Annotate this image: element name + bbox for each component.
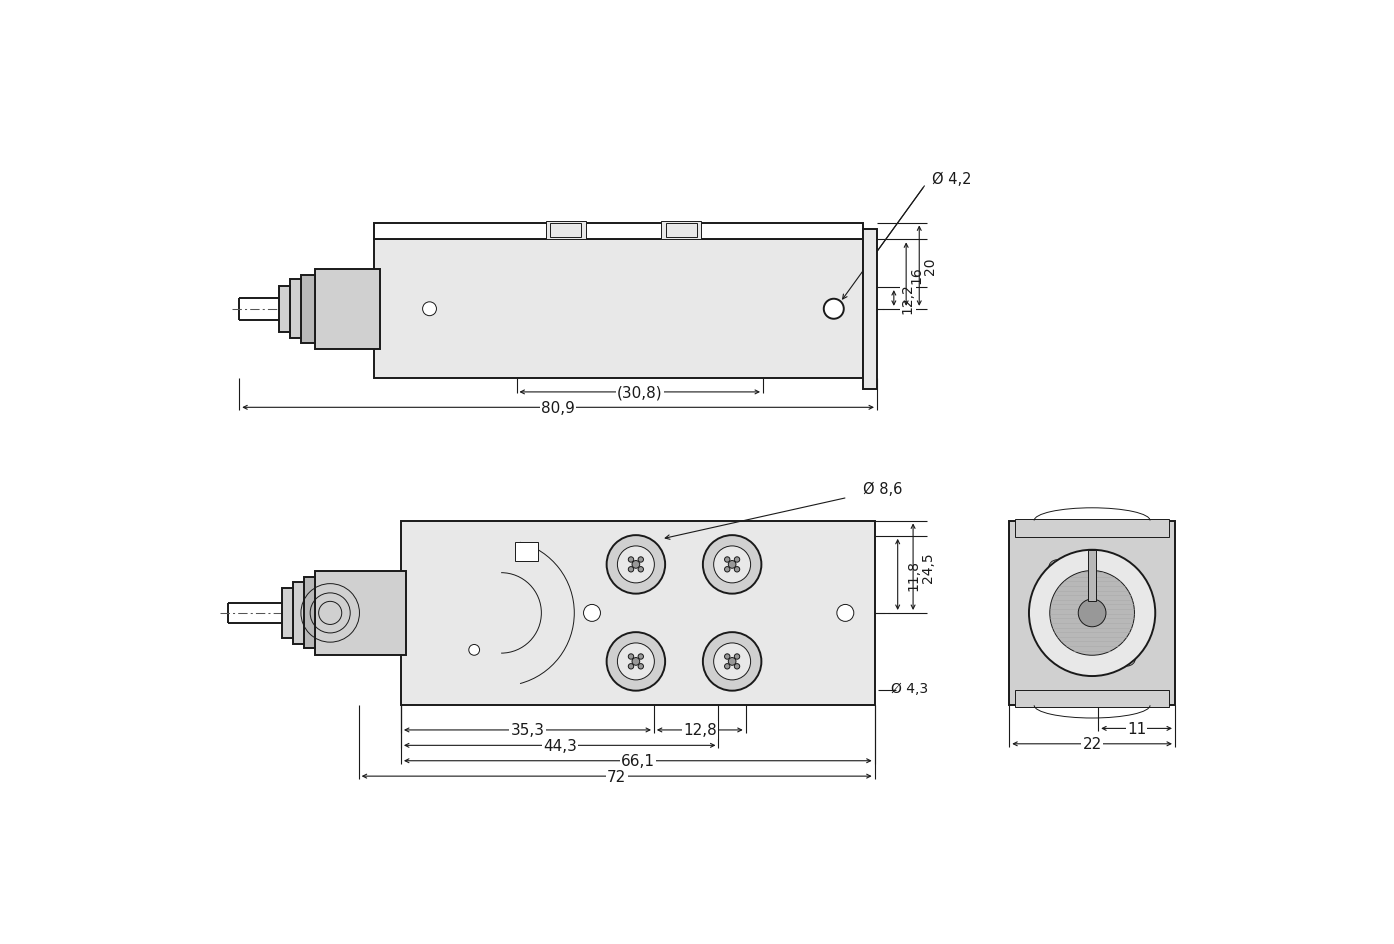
Bar — [863, 229, 877, 390]
Circle shape — [725, 557, 730, 563]
Circle shape — [629, 567, 634, 572]
Text: (30,8): (30,8) — [618, 385, 662, 400]
Bar — [283, 589, 293, 638]
Circle shape — [703, 632, 761, 691]
Text: 12,2: 12,2 — [901, 283, 914, 314]
Text: 80,9: 80,9 — [541, 400, 576, 415]
Circle shape — [735, 664, 740, 669]
Circle shape — [618, 547, 654, 583]
Bar — [290, 280, 301, 339]
Text: 35,3: 35,3 — [510, 723, 545, 737]
Bar — [374, 240, 863, 379]
Bar — [666, 224, 697, 238]
Bar — [546, 222, 585, 240]
Circle shape — [1048, 560, 1065, 577]
Circle shape — [714, 643, 750, 681]
Text: Ø 8,6: Ø 8,6 — [863, 481, 902, 497]
Bar — [315, 571, 406, 655]
Circle shape — [584, 605, 601, 622]
Text: 11: 11 — [1126, 721, 1146, 736]
Circle shape — [638, 654, 644, 660]
Text: Ø 4,2: Ø 4,2 — [931, 172, 972, 187]
Text: 20: 20 — [923, 258, 937, 275]
Bar — [661, 222, 701, 240]
Text: 24,5: 24,5 — [921, 552, 935, 582]
Bar — [401, 521, 874, 705]
Bar — [1089, 550, 1096, 601]
Text: 12,8: 12,8 — [683, 723, 717, 737]
Text: 44,3: 44,3 — [542, 738, 577, 753]
Circle shape — [1050, 571, 1135, 655]
Circle shape — [714, 547, 750, 583]
Circle shape — [638, 567, 644, 572]
Circle shape — [1118, 649, 1136, 666]
Bar — [514, 543, 538, 561]
Circle shape — [1029, 550, 1156, 676]
Circle shape — [422, 302, 436, 316]
Bar — [301, 276, 315, 344]
Circle shape — [735, 557, 740, 563]
Circle shape — [735, 654, 740, 660]
Circle shape — [824, 299, 843, 319]
Bar — [1009, 521, 1175, 705]
Bar — [551, 224, 581, 238]
Circle shape — [725, 664, 730, 669]
Bar — [293, 582, 304, 644]
Circle shape — [725, 654, 730, 660]
Circle shape — [631, 658, 640, 666]
Text: 11,8: 11,8 — [906, 559, 920, 590]
Bar — [279, 286, 290, 332]
Circle shape — [735, 567, 740, 572]
Circle shape — [629, 654, 634, 660]
Text: 66,1: 66,1 — [620, 753, 655, 768]
Circle shape — [728, 658, 736, 666]
Circle shape — [631, 561, 640, 568]
Circle shape — [629, 557, 634, 563]
Circle shape — [728, 561, 736, 568]
Circle shape — [618, 643, 654, 681]
Text: 16: 16 — [910, 266, 924, 284]
Circle shape — [468, 645, 480, 655]
Bar — [374, 224, 863, 240]
Circle shape — [725, 567, 730, 572]
Circle shape — [638, 557, 644, 563]
Circle shape — [1078, 599, 1105, 627]
Bar — [304, 578, 315, 649]
Circle shape — [836, 605, 853, 622]
Circle shape — [629, 664, 634, 669]
Bar — [1015, 690, 1168, 707]
Bar — [315, 269, 381, 349]
Circle shape — [638, 664, 644, 669]
Text: 72: 72 — [606, 768, 626, 784]
Circle shape — [606, 632, 665, 691]
Text: Ø 4,3: Ø 4,3 — [891, 682, 928, 696]
Text: 22: 22 — [1083, 736, 1101, 751]
Circle shape — [606, 535, 665, 594]
Bar — [1015, 519, 1168, 538]
Circle shape — [703, 535, 761, 594]
